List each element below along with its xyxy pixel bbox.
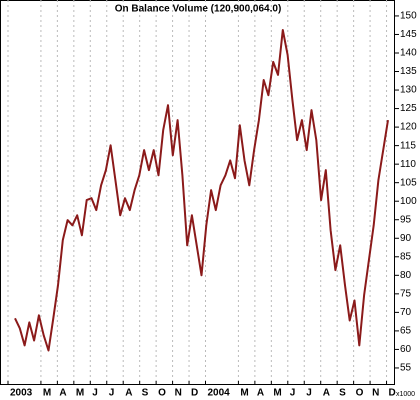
x-tick-label: M <box>240 388 248 399</box>
x-tick-label: S <box>339 388 346 399</box>
y-tick-label: 135 <box>400 66 417 77</box>
x-tick-label: O <box>356 388 364 399</box>
y-tick-label: 105 <box>400 177 417 188</box>
y-tick-label: 65 <box>400 326 412 337</box>
y-tick-label: 150 <box>400 11 417 22</box>
y-tick-label: 125 <box>400 103 417 114</box>
x-tick-label: A <box>125 388 132 399</box>
y-tick-label: 115 <box>400 140 416 151</box>
y-tick-label: 85 <box>400 251 412 262</box>
y-tick-label: 60 <box>400 344 412 355</box>
y-tick-label: 80 <box>400 270 412 281</box>
x-tick-label: M <box>43 388 51 399</box>
y-tick-label: 95 <box>400 214 412 225</box>
data-line <box>14 29 389 352</box>
x-tick-label: 2004 <box>208 388 231 399</box>
x-tick-label: M <box>76 388 84 399</box>
x-tick-label: M <box>273 388 281 399</box>
x-tick-label: N <box>372 388 379 399</box>
y-tick-label: 130 <box>400 85 417 96</box>
x-tick-label: J <box>290 388 296 399</box>
y-tick-label: 75 <box>400 288 412 299</box>
y-tick-label: 70 <box>400 307 412 318</box>
y-tick-label: 90 <box>400 233 412 244</box>
x-tick-label: S <box>142 388 149 399</box>
y-tick-label: 140 <box>400 48 417 59</box>
y-tick-label: 55 <box>400 363 412 374</box>
x-tick-label: N <box>175 388 182 399</box>
x-tick-label: J <box>92 388 98 399</box>
y-tick-label: 120 <box>400 122 417 133</box>
x-tick-label: O <box>158 388 166 399</box>
x-tick-label: A <box>323 388 330 399</box>
x-tick-label: A <box>59 388 66 399</box>
x-tick-label: D <box>191 388 198 399</box>
chart-title: On Balance Volume (120,900,064.0) <box>115 4 282 15</box>
x-tick-label: A <box>257 388 264 399</box>
y-tick-label: 100 <box>400 196 417 207</box>
x-tick-label: J <box>306 388 312 399</box>
y-tick-label: 145 <box>400 29 417 40</box>
y-axis-unit: x1000 <box>396 391 415 398</box>
x-tick-label: D <box>389 388 396 399</box>
x-tick-label: 2003 <box>10 388 33 399</box>
x-tick-label: J <box>109 388 115 399</box>
y-tick-label: 110 <box>400 159 416 170</box>
plot-frame <box>0 0 395 385</box>
